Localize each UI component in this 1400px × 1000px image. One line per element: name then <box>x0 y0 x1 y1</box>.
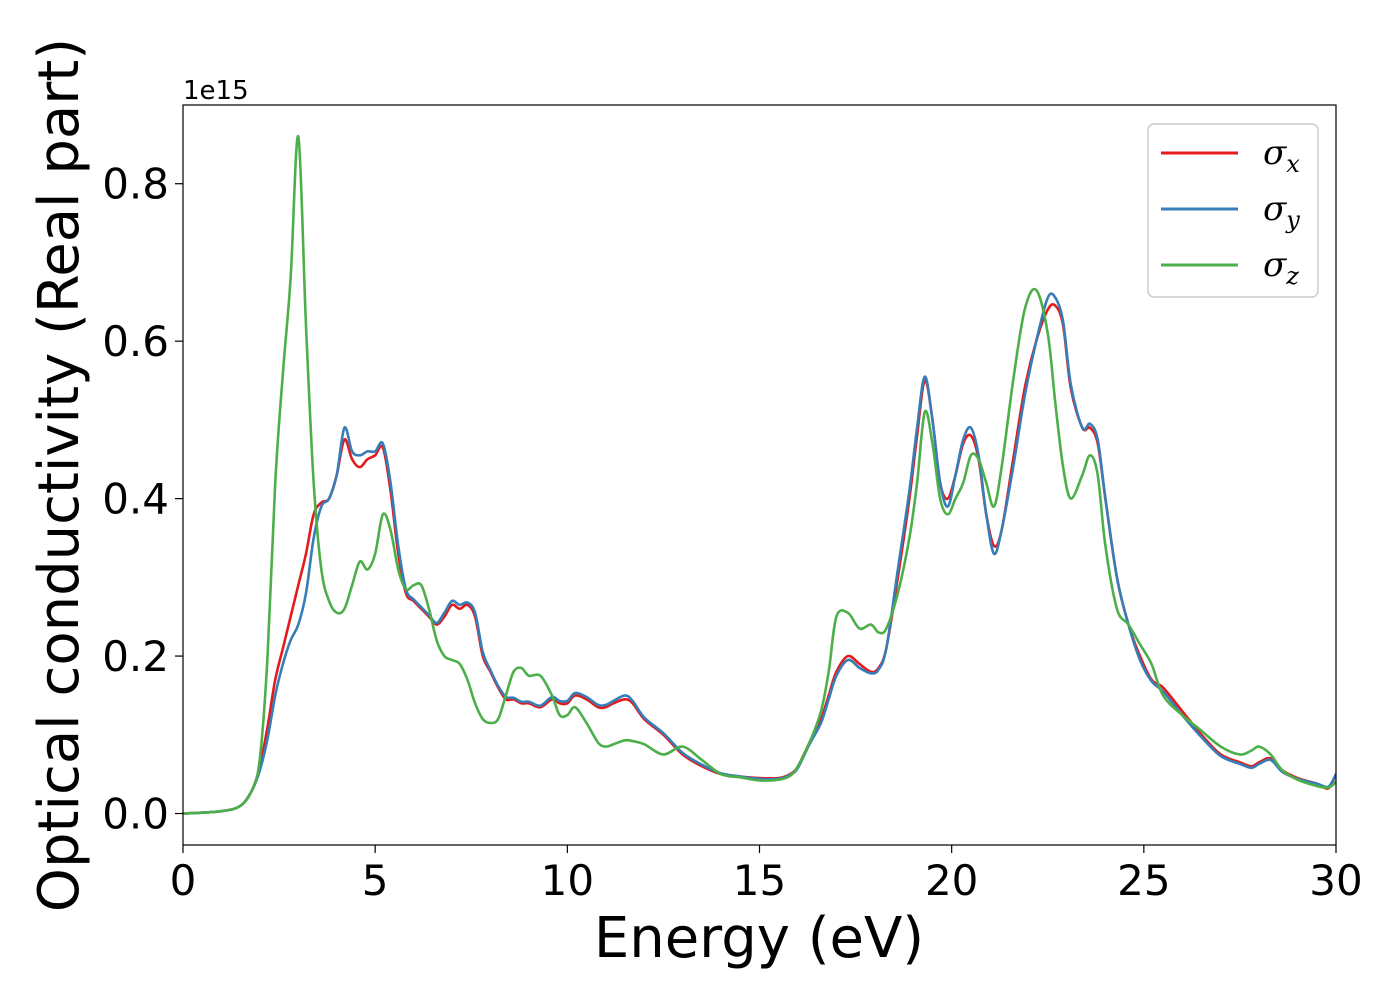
legend-label-sigma-y: σy <box>1263 189 1300 234</box>
x-tick-label: 0 <box>170 856 197 905</box>
x-tick-label: 25 <box>1117 856 1170 905</box>
legend-label-sigma-z: σz <box>1263 245 1299 290</box>
y-tick-label: 0.8 <box>102 160 169 209</box>
y-axis-label: Optical conductivity (Real part) <box>27 38 92 912</box>
x-tick-label: 15 <box>733 856 786 905</box>
x-axis-label: Energy (eV) <box>594 906 924 971</box>
x-tick-label: 10 <box>541 856 594 905</box>
x-tick-label: 5 <box>362 856 389 905</box>
y-tick-label: 0.4 <box>102 475 169 524</box>
y-tick-label: 0.6 <box>102 317 169 366</box>
x-axis: 0 5 10 15 20 25 30 <box>170 845 1363 905</box>
y-offset-label: 1e15 <box>183 76 249 106</box>
series-line-sigma-x <box>183 302 1336 815</box>
x-tick-label: 20 <box>925 856 978 905</box>
y-tick-label: 0.0 <box>102 790 169 839</box>
x-tick-label: 30 <box>1309 856 1362 905</box>
series-line-sigma-z <box>183 135 1336 815</box>
series-line-sigma-y <box>183 292 1336 815</box>
y-axis: 0.0 0.2 0.4 0.6 0.8 <box>102 160 183 839</box>
y-tick-label: 0.2 <box>102 632 169 681</box>
legend-label-sigma-x: σx <box>1263 133 1300 178</box>
legend: σx σy σz <box>1147 123 1319 298</box>
legend-items: σx σy σz <box>1161 133 1300 290</box>
series-layer <box>183 135 1336 815</box>
